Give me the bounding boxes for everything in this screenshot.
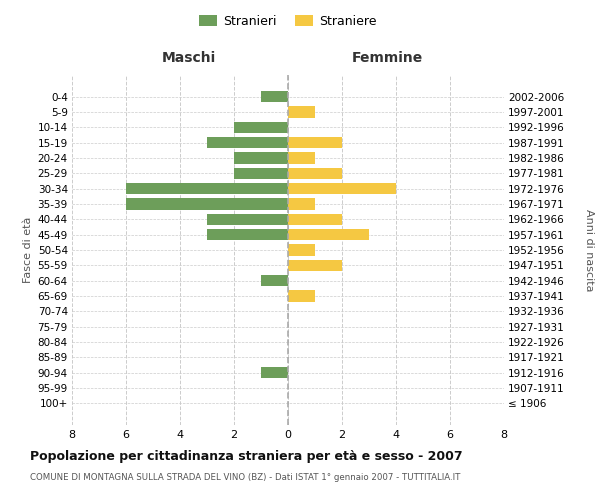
Bar (288, 137, 342, 148)
Bar (261, 91, 288, 102)
Bar (288, 106, 315, 118)
Bar (288, 183, 396, 194)
Bar (207, 137, 288, 148)
Bar (288, 229, 369, 240)
Bar (261, 367, 288, 378)
Bar (126, 198, 288, 209)
Bar (288, 198, 315, 209)
Bar (288, 152, 315, 164)
Bar (126, 183, 288, 194)
Bar (288, 244, 315, 256)
Bar (234, 152, 288, 164)
Y-axis label: Anni di nascita: Anni di nascita (584, 208, 595, 291)
Bar (288, 260, 342, 271)
Bar (234, 122, 288, 133)
Bar (288, 290, 315, 302)
Bar (234, 168, 288, 179)
Bar (207, 229, 288, 240)
Y-axis label: Fasce di età: Fasce di età (23, 217, 34, 283)
Text: Femmine: Femmine (352, 50, 423, 64)
Bar (207, 214, 288, 225)
Bar (261, 275, 288, 286)
Text: Maschi: Maschi (161, 50, 216, 64)
Legend: Stranieri, Straniere: Stranieri, Straniere (196, 11, 380, 32)
Bar (288, 168, 342, 179)
Text: Popolazione per cittadinanza straniera per età e sesso - 2007: Popolazione per cittadinanza straniera p… (30, 450, 463, 463)
Bar (288, 214, 342, 225)
Text: COMUNE DI MONTAGNA SULLA STRADA DEL VINO (BZ) - Dati ISTAT 1° gennaio 2007 - TUT: COMUNE DI MONTAGNA SULLA STRADA DEL VINO… (30, 472, 460, 482)
